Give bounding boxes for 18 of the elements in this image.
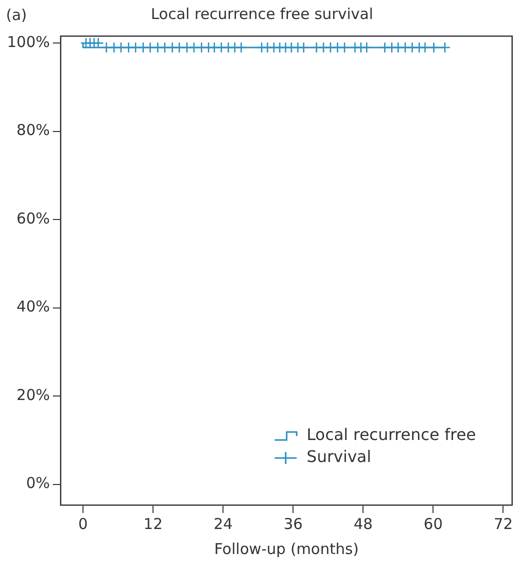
y-tick-label: 0% <box>26 474 50 492</box>
text: (a) <box>6 6 27 24</box>
x-tick-label: 24 <box>214 514 233 533</box>
y-tick-label: 60% <box>16 209 50 228</box>
x-tick-label: 12 <box>144 514 163 533</box>
chart-title: Local recurrence free survival <box>150 4 374 23</box>
y-tick-label: 40% <box>16 298 50 316</box>
x-axis-title: Follow-up (months) <box>214 540 359 558</box>
legend-label: Local recurrence free <box>306 425 476 444</box>
x-tick-label: 0 <box>78 514 88 533</box>
x-tick-label: 60 <box>424 514 443 533</box>
y-tick-label: 20% <box>16 386 50 404</box>
y-tick-label: 80% <box>16 121 50 140</box>
legend-label: Survival <box>306 447 372 466</box>
x-tick-label: 36 <box>284 514 303 533</box>
x-tick-label: 72 <box>494 514 513 533</box>
y-tick-label: 100% <box>6 32 50 51</box>
x-tick-label: 48 <box>354 514 373 533</box>
